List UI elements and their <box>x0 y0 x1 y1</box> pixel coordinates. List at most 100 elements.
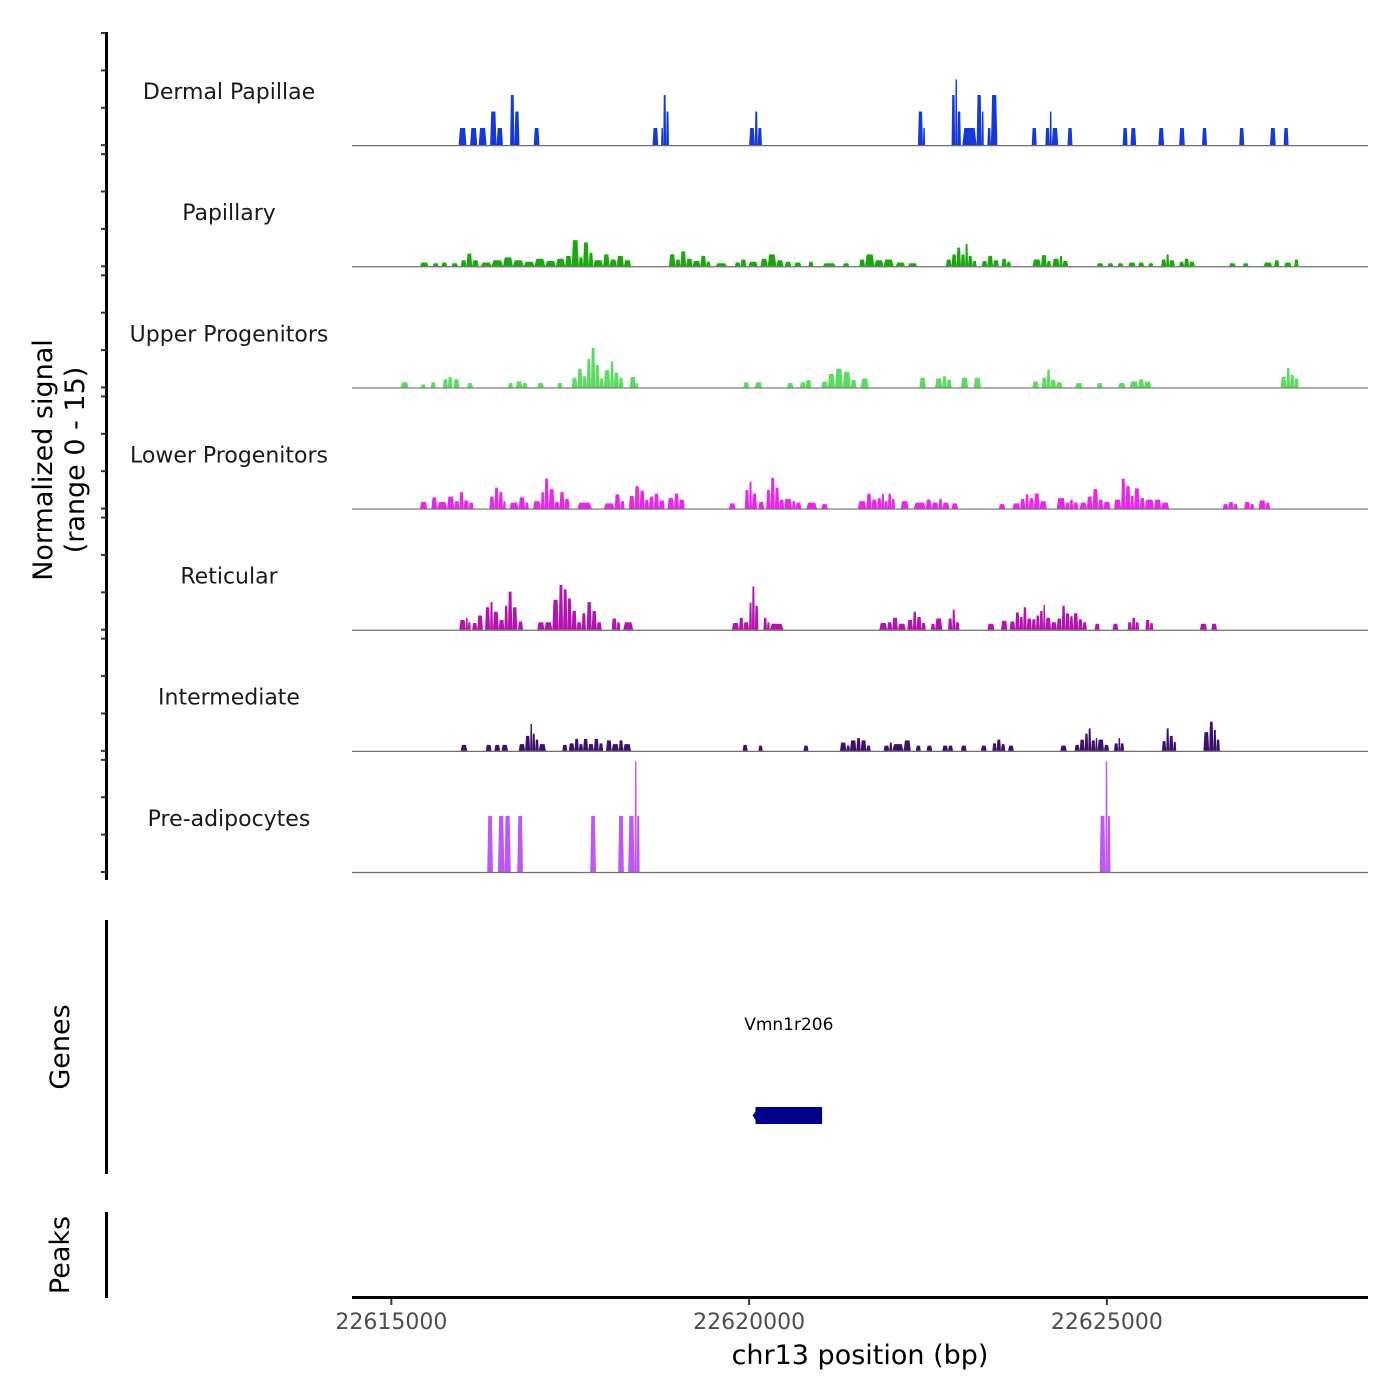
signal-segment <box>1199 623 1208 630</box>
signal-segment <box>447 376 453 388</box>
signal-segment <box>588 744 594 751</box>
signal-segment <box>960 745 967 751</box>
signal-segment <box>1097 739 1104 751</box>
signal-segment <box>562 744 568 751</box>
signal-segment <box>742 744 748 751</box>
signal-segment <box>595 365 600 388</box>
signal-segment <box>889 742 893 751</box>
signal-segment <box>1274 260 1280 267</box>
signal-segment <box>921 622 926 630</box>
signal-segment <box>512 260 524 267</box>
signal-segment <box>583 242 589 267</box>
signal-segment <box>987 255 994 267</box>
signal-segment <box>799 382 806 388</box>
signal-segment <box>666 111 669 146</box>
signal-segment <box>613 372 619 388</box>
signal-segment <box>1118 382 1126 388</box>
signal-segment <box>1120 743 1125 751</box>
signal-segment <box>629 376 637 388</box>
signal-segment <box>557 382 563 388</box>
signal-segment <box>667 498 674 509</box>
signal-segment <box>883 259 894 267</box>
signal-segment <box>1131 617 1136 630</box>
signal-segment <box>467 382 473 388</box>
signal-segment <box>454 501 460 509</box>
signal-segment <box>1134 488 1140 509</box>
signal-segment <box>1086 496 1093 509</box>
signal-segment <box>846 745 850 751</box>
signal-segment <box>808 261 814 267</box>
signal-segment <box>661 127 664 146</box>
signal-segment <box>1161 502 1170 509</box>
signal-segment <box>593 738 599 751</box>
signal-segment <box>1148 263 1154 267</box>
signal-segment <box>795 502 802 509</box>
signal-segment <box>1000 620 1008 630</box>
signal-segment <box>1169 260 1175 267</box>
signal-segment <box>1065 613 1070 630</box>
signal-segment <box>490 602 493 630</box>
signal-segment <box>512 607 518 630</box>
signal-segment <box>1135 622 1140 630</box>
signal-segment <box>574 738 579 751</box>
signal-segment <box>1209 721 1214 751</box>
signal-segment <box>489 496 495 509</box>
signal-segment <box>1060 745 1067 751</box>
signal-segment <box>913 502 926 509</box>
signal-segment <box>850 379 857 388</box>
signal-segment <box>998 504 1006 509</box>
signal-segment <box>552 599 559 630</box>
signal-segment <box>871 499 878 509</box>
signal-segment <box>951 95 956 146</box>
signal-segment <box>1203 732 1210 751</box>
signal-segment <box>545 261 556 267</box>
signal-segment <box>603 503 615 509</box>
signal-segment <box>1056 618 1062 630</box>
signal-segment <box>938 498 943 509</box>
signal-segment <box>1114 743 1119 751</box>
signal-segment <box>1128 262 1136 267</box>
signal-segment <box>1074 744 1080 751</box>
signal-segment <box>856 738 861 751</box>
signal-segment <box>1222 504 1229 509</box>
signal-segment <box>1149 622 1154 630</box>
signal-segment <box>610 361 614 388</box>
signal-segment <box>611 744 619 751</box>
signal-segment <box>442 379 448 388</box>
signal-segment <box>514 111 520 146</box>
signal-segment <box>935 378 943 388</box>
signal-segment <box>1067 127 1073 146</box>
signal-segment <box>628 815 635 872</box>
y-axis-ticks <box>101 32 106 873</box>
signal-tracks: Dermal Papillae Papillary Upper Progenitor… <box>130 79 1368 874</box>
signal-segment <box>1169 735 1174 751</box>
signal-segment <box>1239 127 1245 146</box>
signal-segment <box>1286 367 1291 388</box>
signal-segment <box>767 254 777 267</box>
track-label: Dermal Papillae <box>143 80 315 105</box>
signal-segment <box>1154 499 1162 509</box>
x-axis-ticks: 22615000 22620000 22625000 <box>335 1299 1163 1335</box>
signal-segment <box>1045 127 1050 146</box>
signal-segment <box>965 243 969 267</box>
signal-segment <box>588 252 594 267</box>
signal-segment <box>1211 623 1218 630</box>
signal-segment <box>1049 111 1052 146</box>
track-reticular: Reticular <box>180 565 1368 631</box>
signal-segment <box>827 373 835 388</box>
signal-segment <box>754 111 758 146</box>
signal-segment <box>1130 495 1135 509</box>
signal-segment <box>956 247 961 267</box>
signal-segment <box>623 622 634 630</box>
signal-segment <box>1009 621 1016 630</box>
signal-segment <box>955 622 960 630</box>
signal-segment <box>952 609 956 630</box>
signal-segment <box>874 260 884 267</box>
signal-segment <box>432 263 439 267</box>
signal-segment <box>1062 261 1069 267</box>
signal-segment <box>494 487 499 509</box>
signal-segment <box>942 745 949 751</box>
signal-segment <box>498 492 503 509</box>
signal-segment <box>678 499 685 509</box>
